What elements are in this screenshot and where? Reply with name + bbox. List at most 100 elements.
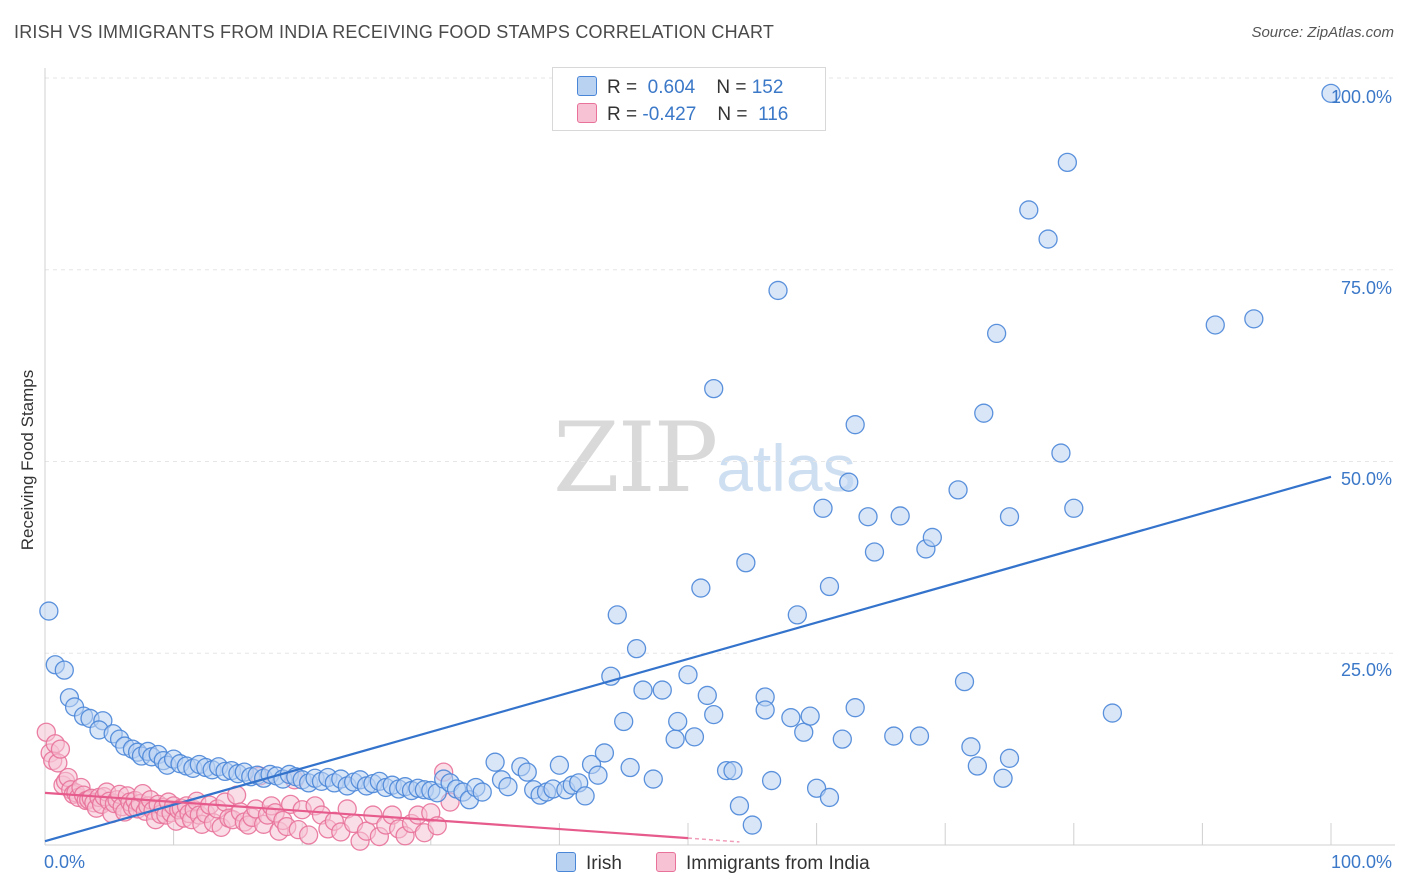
irish-point — [819, 787, 840, 808]
irish-point — [781, 708, 801, 728]
irish-n-label: N = — [716, 77, 747, 98]
irish-point — [1064, 498, 1084, 518]
irish-point — [1019, 200, 1039, 220]
irish-point — [761, 770, 782, 791]
irish-point — [1205, 315, 1225, 335]
irish-point — [819, 576, 840, 597]
irish-point — [864, 542, 885, 562]
irish-point — [704, 704, 724, 725]
india-swatch — [577, 103, 597, 123]
irish-point — [1038, 229, 1058, 249]
irish-point — [967, 756, 987, 776]
irish-point — [54, 660, 74, 680]
irish-trend-line — [44, 475, 1332, 843]
irish-swatch — [577, 76, 597, 96]
series-legend: Irish Immigrants from India — [0, 852, 1406, 876]
irish-point — [39, 601, 59, 621]
watermark: ZIPatlas — [553, 402, 856, 514]
india-r-value: -0.427 — [642, 104, 697, 125]
irish-point — [723, 760, 743, 781]
trend-lines-layer — [44, 475, 1332, 843]
irish-point — [668, 711, 688, 732]
x-tick-label-max: 100.0% — [1330, 852, 1392, 872]
irish-point — [794, 722, 814, 742]
india-point — [298, 825, 319, 845]
india-n-value: 116 — [758, 104, 789, 125]
india-trend-line — [44, 791, 689, 840]
irish-point — [832, 729, 852, 749]
irish-point — [729, 796, 750, 816]
irish-point — [614, 711, 634, 732]
india-trend-extension — [687, 837, 740, 843]
india-points-layer — [36, 722, 460, 851]
y-tick-label-100: 100.0% — [1330, 87, 1392, 107]
irish-point — [472, 782, 492, 802]
irish-point — [999, 748, 1020, 768]
irish-point — [974, 403, 994, 423]
irish-point — [839, 472, 859, 492]
irish-point — [845, 415, 865, 435]
irish-point — [620, 757, 640, 778]
irish-point — [1244, 309, 1264, 329]
irish-point — [549, 755, 570, 775]
irish-points-layer — [39, 83, 1341, 835]
irish-point — [652, 680, 672, 700]
irish-legend-swatch — [556, 852, 576, 872]
irish-point — [697, 685, 717, 706]
irish-point — [755, 700, 775, 720]
irish-point — [890, 506, 910, 526]
irish-point — [768, 280, 788, 301]
irish-point — [999, 507, 1020, 527]
irish-point — [1051, 443, 1071, 463]
correlation-legend: R = 0.604 N = 152 R = -0.427 N = 116 — [552, 67, 826, 131]
source-credit: Source: ZipAtlas.com — [1251, 24, 1394, 41]
india-legend-label: Immigrants from India — [686, 853, 870, 874]
india-n-label: N = — [717, 104, 748, 125]
irish-point — [1057, 152, 1078, 173]
grid-layer — [44, 68, 1395, 846]
irish-point — [678, 665, 698, 685]
irish-point — [1321, 83, 1341, 103]
irish-point — [884, 726, 904, 746]
irish-point — [485, 752, 505, 772]
irish-point — [1102, 703, 1123, 723]
irish-point — [517, 762, 537, 782]
irish-point — [948, 480, 968, 500]
x-tick-label-min: 0.0% — [44, 852, 86, 872]
irish-point — [704, 378, 724, 399]
irish-point — [954, 671, 975, 692]
irish-point — [993, 768, 1013, 788]
y-tick-label-75: 75.0% — [1340, 278, 1392, 298]
irish-point — [961, 737, 981, 757]
irish-point — [626, 638, 647, 659]
irish-point — [575, 786, 595, 806]
irish-point — [858, 507, 878, 527]
chart-title: IRISH VS IMMIGRANTS FROM INDIA RECEIVING… — [14, 22, 775, 42]
watermark-zip: ZIP — [553, 402, 718, 514]
irish-point — [813, 498, 833, 518]
irish-point — [800, 706, 820, 726]
irish-point — [498, 777, 518, 797]
irish-point — [633, 680, 653, 700]
legend-row-irish: R = 0.604 N = 152 — [577, 76, 783, 98]
irish-point — [684, 727, 705, 747]
india-r-label: R = — [607, 104, 638, 125]
irish-n-value: 152 — [751, 77, 784, 98]
irish-point — [607, 605, 627, 625]
india-legend-swatch — [656, 852, 676, 872]
india-point — [50, 739, 71, 759]
irish-legend-label: Irish — [586, 853, 622, 874]
irish-point — [643, 769, 663, 789]
legend-item-irish[interactable]: Irish — [556, 852, 622, 875]
legend-row-india: R = -0.427 N = 116 — [577, 103, 788, 125]
irish-point — [665, 729, 685, 749]
irish-point — [787, 605, 807, 625]
legend-item-india[interactable]: Immigrants from India — [656, 852, 870, 875]
irish-point — [691, 578, 711, 598]
irish-point — [588, 765, 608, 785]
y-tick-label-25: 25.0% — [1340, 660, 1392, 680]
irish-r-label: R = — [607, 77, 638, 98]
irish-point — [594, 743, 615, 763]
irish-point — [922, 527, 942, 548]
